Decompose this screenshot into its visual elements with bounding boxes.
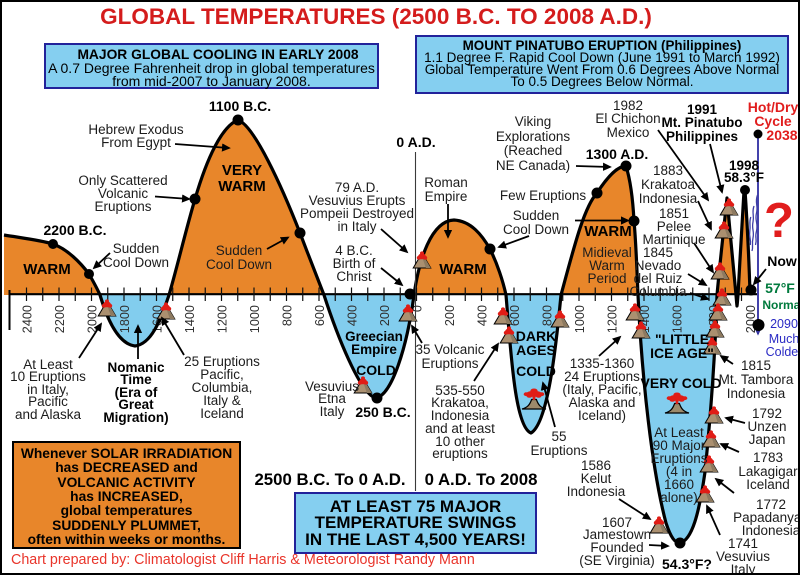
svg-text:200: 200 [443, 305, 457, 326]
svg-text:2200: 2200 [53, 305, 67, 333]
svg-text:200: 200 [378, 305, 392, 326]
svg-text:1400: 1400 [183, 305, 197, 333]
svg-text:800: 800 [541, 305, 555, 326]
svg-text:1200: 1200 [606, 305, 620, 333]
svg-text:1200: 1200 [216, 305, 230, 333]
svg-text:400: 400 [476, 305, 490, 326]
svg-text:400: 400 [346, 305, 360, 326]
svg-text:2400: 2400 [21, 305, 35, 333]
svg-text:0: 0 [411, 305, 425, 312]
svg-text:1600: 1600 [671, 305, 685, 333]
svg-text:600: 600 [508, 305, 522, 326]
svg-text:1800: 1800 [118, 305, 132, 333]
svg-text:600: 600 [313, 305, 327, 326]
svg-text:800: 800 [281, 305, 295, 326]
svg-text:1000: 1000 [573, 305, 587, 333]
svg-text:1000: 1000 [248, 305, 262, 333]
